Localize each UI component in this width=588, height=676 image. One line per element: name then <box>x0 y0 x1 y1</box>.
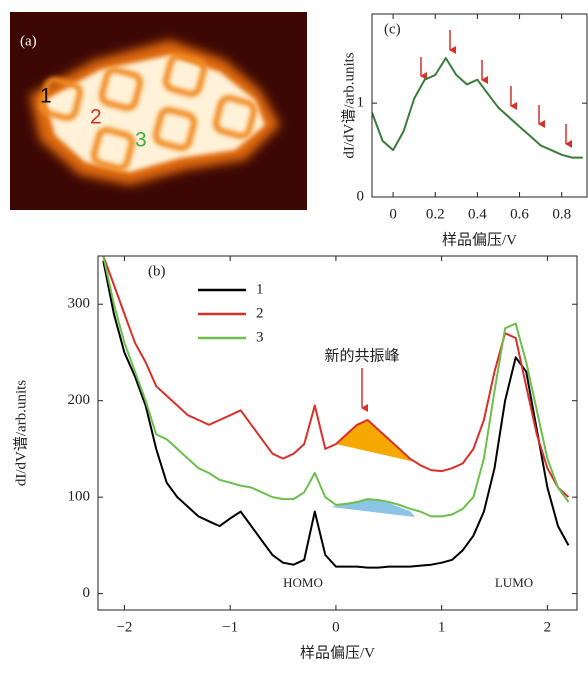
y-tick-label: 100 <box>68 489 91 505</box>
resonance-area <box>336 419 415 462</box>
legend-label: 1 <box>256 281 264 297</box>
annotation: LUMO <box>495 575 533 590</box>
y-axis-label: dI/dV谱/arb.units <box>340 52 357 158</box>
data-line <box>103 256 568 497</box>
resonance-area <box>331 499 415 517</box>
legend-label: 2 <box>256 305 264 321</box>
x-tick-label: 1 <box>438 619 446 635</box>
figure: (a) 1 2 3 新的共振峰 HOMO LUMO 0 0.2 0.4 0.6 0.8 0… <box>0 0 588 671</box>
page: (a) 1 2 3 新的共振峰 HOMO LUMO 0 0.2 0.4 0.6 0.8 0… <box>0 0 588 676</box>
panel-label: (c) <box>384 21 401 37</box>
x-tick-label: 0.2 <box>426 206 445 222</box>
y-tick-label: 300 <box>68 296 91 312</box>
plot-frame <box>372 14 587 197</box>
site-marker: 3 <box>135 129 147 152</box>
x-tick-label: 0.4 <box>468 206 487 222</box>
peak-arrows <box>421 30 566 144</box>
annotation: HOMO <box>283 575 323 590</box>
plot-frame <box>98 256 577 610</box>
panel-label: (b) <box>148 263 166 279</box>
data-line <box>103 261 568 568</box>
y-tick-label: 0 <box>83 585 91 601</box>
y-tick-label: 1 <box>357 95 365 111</box>
x-tick-label: 0 <box>389 206 397 222</box>
annotation: 新的共振峰 <box>324 347 399 364</box>
y-tick-label: 200 <box>68 392 91 408</box>
stm-image <box>10 12 307 210</box>
data-line <box>103 256 568 516</box>
legend-label: 3 <box>256 329 264 345</box>
x-tick-label: −2 <box>116 619 132 635</box>
x-tick-label: 0.6 <box>510 206 529 222</box>
x-tick-label: 0 <box>332 619 340 635</box>
x-tick-label: −1 <box>222 619 238 635</box>
x-axis-label: 样品偏压/V <box>300 644 375 661</box>
data-line <box>372 58 583 158</box>
site-marker: 1 <box>40 85 52 108</box>
x-tick-label: 0.8 <box>552 206 571 222</box>
panel-label: (a) <box>20 33 37 49</box>
x-tick-label: 2 <box>544 619 552 635</box>
y-axis-label: dI/dV谱/arb.units <box>12 380 29 486</box>
site-marker: 2 <box>90 106 102 129</box>
y-tick-label: 0 <box>357 188 365 204</box>
x-axis-label: 样品偏压/V <box>442 231 517 248</box>
